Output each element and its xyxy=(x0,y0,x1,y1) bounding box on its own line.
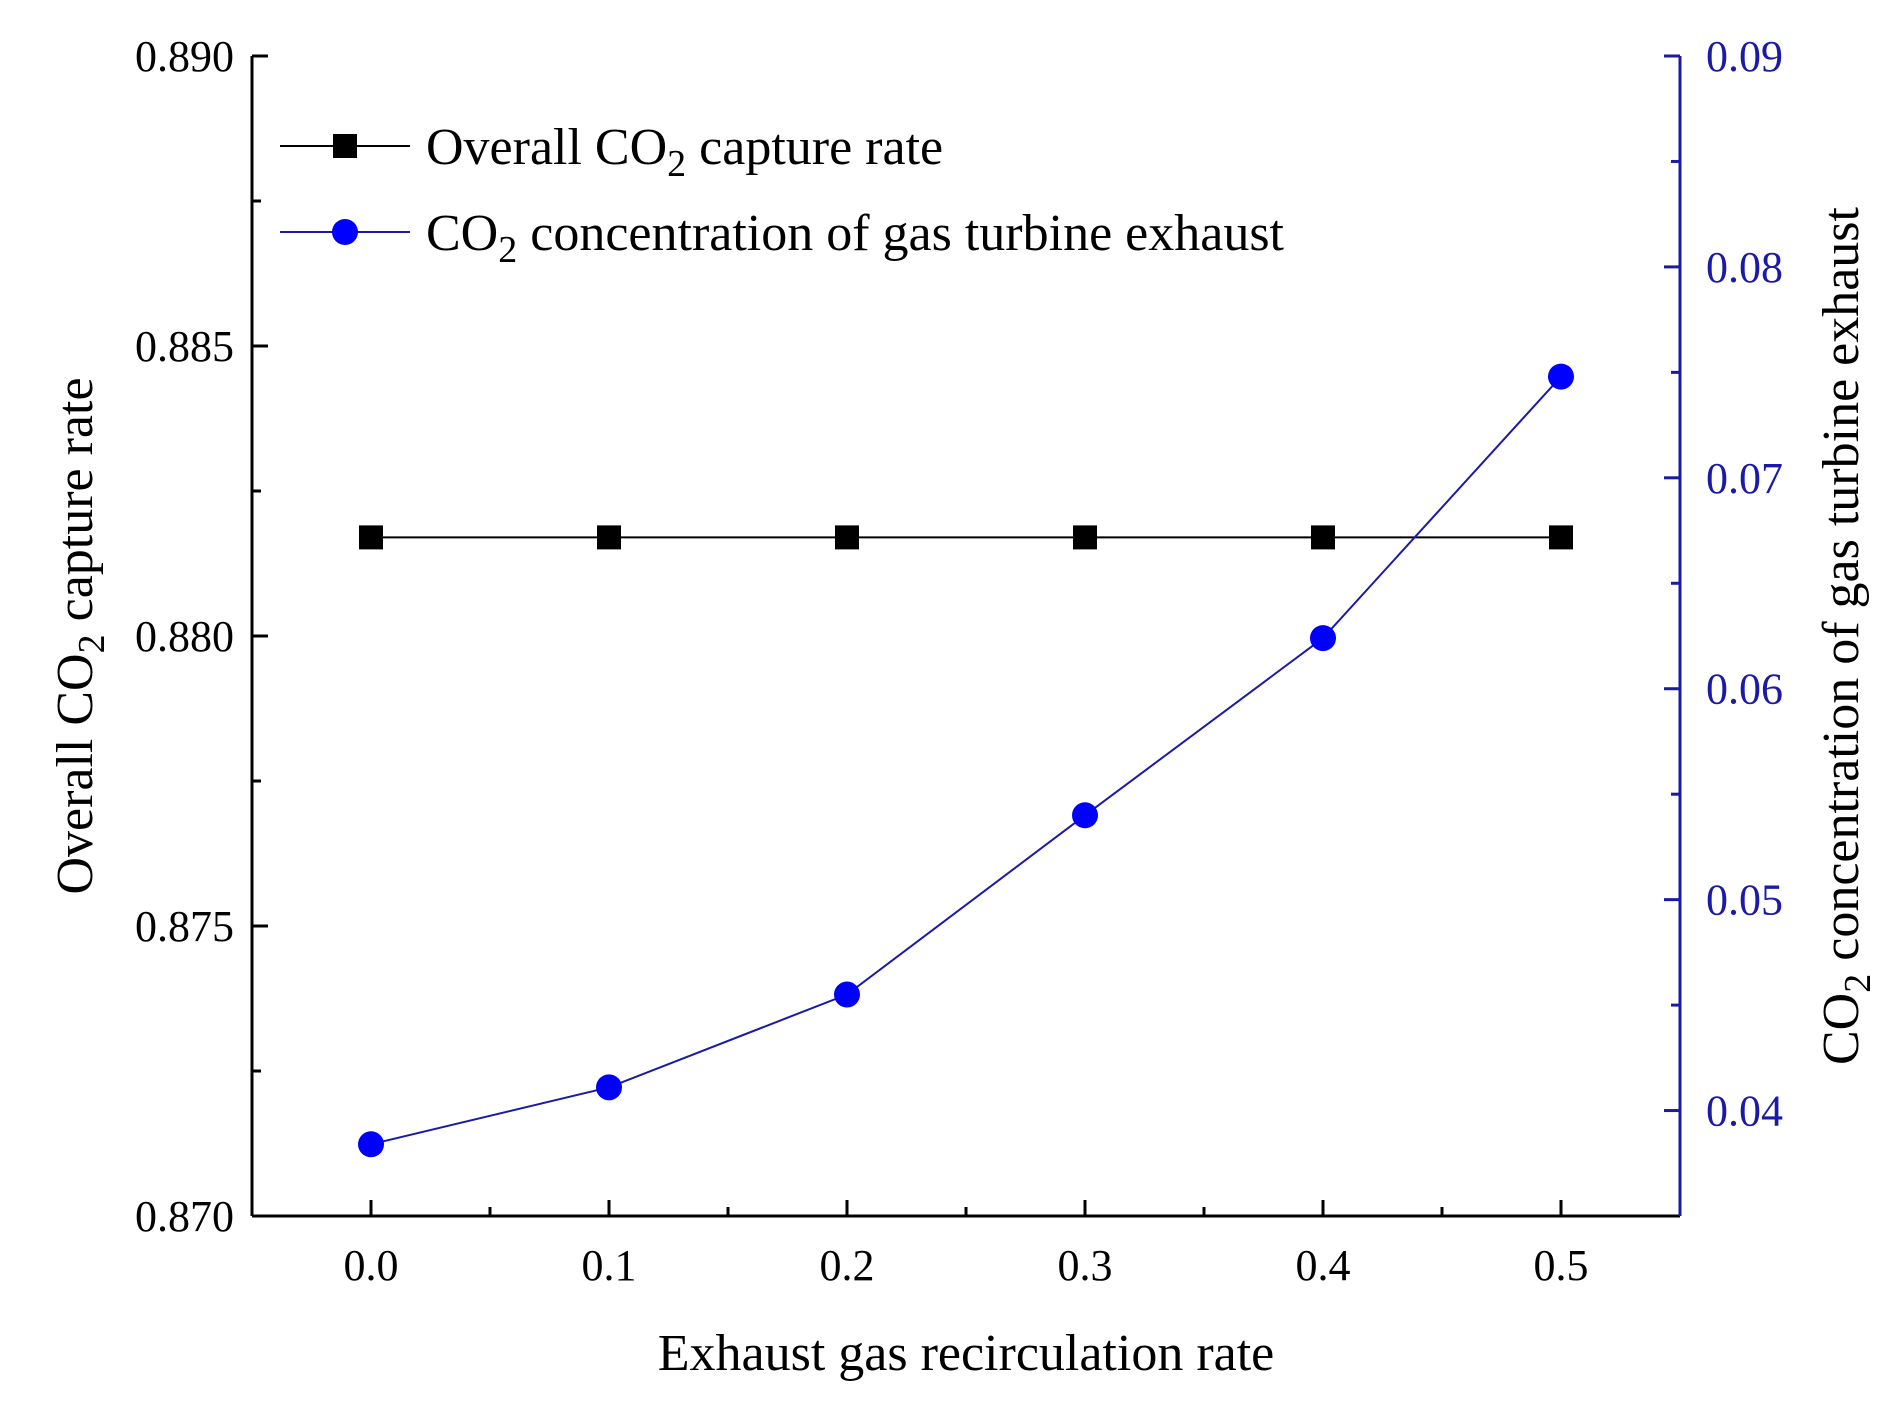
y-left-tick-label: 0.890 xyxy=(135,32,234,81)
axes: 0.0 0.1 0.2 0.3 0.4 0.5 0.870 0.875 0.880 0.885 0.… xyxy=(135,32,1783,1290)
x-axis-title: Exhaust gas recirculation rate xyxy=(658,1325,1275,1382)
legend-label-2: CO2 concentration of gas turbine exhaust xyxy=(426,205,1285,271)
series-1-point xyxy=(1073,525,1097,550)
y-right-tick-label: 0.06 xyxy=(1706,665,1783,714)
y-right-axis-title: CO2 concentration of gas turbine exhaust xyxy=(1813,206,1879,1065)
axis-titles: Exhaust gas recirculation rate Overall CO… xyxy=(47,206,1879,1382)
y-right-tick-label: 0.05 xyxy=(1706,876,1783,925)
x-tick-label: 0.4 xyxy=(1296,1241,1351,1290)
legend-marker-square xyxy=(333,134,357,158)
x-tick-label: 0.0 xyxy=(344,1241,399,1290)
y-right-tick-label: 0.09 xyxy=(1706,32,1783,81)
series-2-point xyxy=(834,981,860,1008)
legend-label-1: Overall CO2 capture rate xyxy=(426,119,943,185)
x-tick-label: 0.1 xyxy=(582,1241,637,1290)
y-right-tick-label: 0.08 xyxy=(1706,243,1783,292)
series-1-point xyxy=(835,525,859,550)
series-1-point xyxy=(1311,525,1335,550)
legend-marker-circle xyxy=(332,219,358,245)
y-left-tick-label: 0.870 xyxy=(135,1192,234,1241)
series-2-point xyxy=(1310,625,1336,652)
x-tick-label: 0.2 xyxy=(820,1241,875,1290)
series-2-point xyxy=(596,1074,622,1101)
y-left-tick-label: 0.875 xyxy=(135,902,234,951)
series-2-point xyxy=(1072,802,1098,829)
series-1-point xyxy=(1549,525,1573,550)
y-left-tick-label: 0.880 xyxy=(135,612,234,661)
legend: Overall CO2 capture rate CO2 concentratio… xyxy=(280,119,1285,271)
series-2-point xyxy=(1548,363,1574,390)
x-tick-label: 0.5 xyxy=(1534,1241,1589,1290)
y-right-tick-label: 0.04 xyxy=(1706,1087,1783,1136)
series-2-point xyxy=(358,1131,384,1158)
series-1-point xyxy=(359,525,383,550)
series-line-2 xyxy=(370,375,1562,1146)
series-1-point xyxy=(597,525,621,550)
y-right-tick-label: 0.07 xyxy=(1706,454,1783,503)
y-left-tick-label: 0.885 xyxy=(135,322,234,371)
plot-series xyxy=(358,363,1574,1158)
y-left-axis-title: Overall CO2 capture rate xyxy=(47,377,113,894)
x-tick-label: 0.3 xyxy=(1058,1241,1113,1290)
